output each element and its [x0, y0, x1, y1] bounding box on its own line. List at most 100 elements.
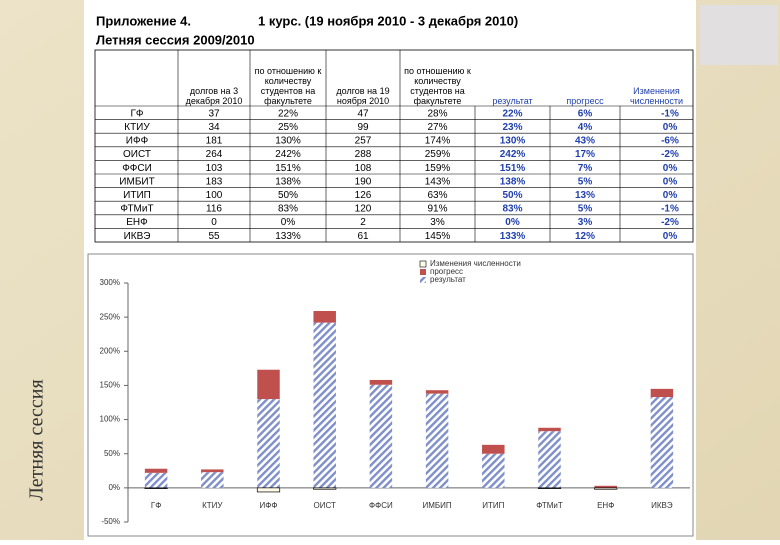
table-cell: 100 [206, 190, 223, 201]
table-cell: 242% [275, 149, 301, 160]
table-cell: 99 [357, 122, 369, 133]
table-cell: 5% [578, 176, 593, 187]
y-tick-label: 100% [100, 415, 120, 424]
table-cell: 0% [281, 217, 296, 228]
bar-segment [594, 485, 617, 488]
x-tick-label: КТИУ [202, 501, 223, 510]
table-cell: 91% [427, 204, 447, 215]
column-header: Изменения численности [629, 86, 684, 106]
table-cell: ИКВЭ [124, 231, 151, 242]
table-cell: 145% [425, 231, 451, 242]
table-cell: 43% [575, 136, 595, 147]
decor [700, 5, 778, 65]
table-cell: 257 [355, 136, 372, 147]
table-cell: ИТИП [123, 190, 151, 201]
legend-swatch [419, 260, 427, 268]
table-cell: 6% [578, 108, 593, 119]
table-cell: 159% [425, 163, 451, 174]
column-header-box: долгов на 3 декабря 2010 [185, 86, 243, 106]
x-tick-label: ИФФ [260, 501, 278, 510]
table-cell: 50% [502, 190, 522, 201]
column-header-box: по отношению к количеству студентов на ф… [404, 66, 471, 106]
y-tick-label: 50% [104, 449, 120, 458]
y-tick-label: 200% [100, 346, 120, 355]
bar-segment [425, 390, 449, 394]
table: долгов на 3 декабря 2010 по отношению к к… [94, 49, 694, 243]
column-header-box: долгов на 19 ноября 2010 [336, 86, 390, 106]
table-cell: 138% [500, 176, 526, 187]
table-cell: 5% [578, 204, 593, 215]
table-cell: 25% [278, 122, 298, 133]
column-header: долгов на 19 ноября 2010 [336, 86, 390, 106]
y-tick-label: 0% [108, 483, 120, 492]
table-cell: 120 [355, 204, 372, 215]
y-tick-label: 300% [100, 278, 120, 287]
table-cell: 4% [578, 122, 593, 133]
column-header: долгов на 3 декабря 2010 [185, 86, 243, 106]
x-tick-label: ФФСИ [369, 501, 393, 510]
table-cell: 3% [430, 217, 445, 228]
bar-segment [144, 472, 168, 488]
table-cell: 27% [427, 122, 447, 133]
bar-segment [482, 453, 505, 488]
table-cell: ЕНФ [126, 217, 148, 228]
table-cell: -2% [661, 149, 679, 160]
bar-segment [650, 397, 674, 488]
bar-segment [425, 393, 449, 488]
table-cell: 34 [208, 122, 220, 133]
x-tick-label: ЕНФ [597, 501, 614, 510]
table-cell: ФФСИ [122, 163, 152, 174]
table-cell: 13% [575, 190, 595, 201]
table-cell: 288 [355, 149, 372, 160]
column-header-box: Изменения численности [629, 86, 684, 106]
table-cell: 83% [502, 204, 522, 215]
legend-label: результат [430, 275, 466, 284]
bar-segment [257, 369, 280, 400]
x-tick-label: ИТИП [482, 501, 504, 510]
table-cell: 22% [278, 108, 298, 119]
table-cell: 190 [355, 176, 372, 187]
table-cell: -2% [661, 217, 679, 228]
table-cell: 3% [578, 217, 593, 228]
bar-segment [201, 472, 224, 488]
x-tick-label: ГФ [151, 501, 161, 510]
table-cell: 63% [427, 190, 447, 201]
table-cell: 83% [278, 204, 298, 215]
table-cell: 28% [427, 108, 447, 119]
table-cell: 23% [502, 122, 522, 133]
column-header-box: прогресс [566, 96, 604, 106]
bar-segment [369, 384, 393, 488]
table-cell: 130% [500, 136, 526, 147]
table-cell: 183 [206, 176, 223, 187]
table-cell: 0% [663, 231, 678, 242]
x-tick-label: ИКВЭ [651, 501, 673, 510]
x-tick-label: ФТМиТ [536, 501, 563, 510]
appendix: Приложение 4. [96, 13, 191, 28]
table-cell: 61 [357, 231, 369, 242]
bar-segment [257, 399, 280, 488]
table-cell: КТИУ [124, 122, 150, 133]
bar-segment [201, 469, 224, 473]
x-tick-label: ОИСТ [314, 501, 336, 510]
table-cell: 174% [425, 136, 451, 147]
table-cell: 0% [663, 190, 678, 201]
bar-segment [538, 427, 561, 432]
table-cell: 126 [355, 190, 372, 201]
table-cell: 151% [500, 163, 526, 174]
column-header: прогресс [566, 96, 604, 106]
table-cell: 143% [425, 176, 451, 187]
table-cell: ГФ [130, 108, 143, 119]
bar-segment [256, 487, 281, 493]
table-cell: 0% [663, 122, 678, 133]
side-title: Летняя сессия [26, 379, 48, 500]
chart: -50% 0% 50% 100% 150% 200% 250% 300% ГФ КТИУ ИФФ ОИ… [100, 259, 690, 526]
table-cell: -1% [661, 108, 679, 119]
table-cell: 55 [208, 231, 220, 242]
y-tick-label: 250% [100, 312, 120, 321]
table-cell: 242% [500, 149, 526, 160]
bar-segment [538, 431, 561, 488]
table-cell: 259% [425, 149, 451, 160]
column-header-box: по отношению к количеству студентов на ф… [255, 66, 322, 106]
table-cell: 130% [275, 136, 301, 147]
